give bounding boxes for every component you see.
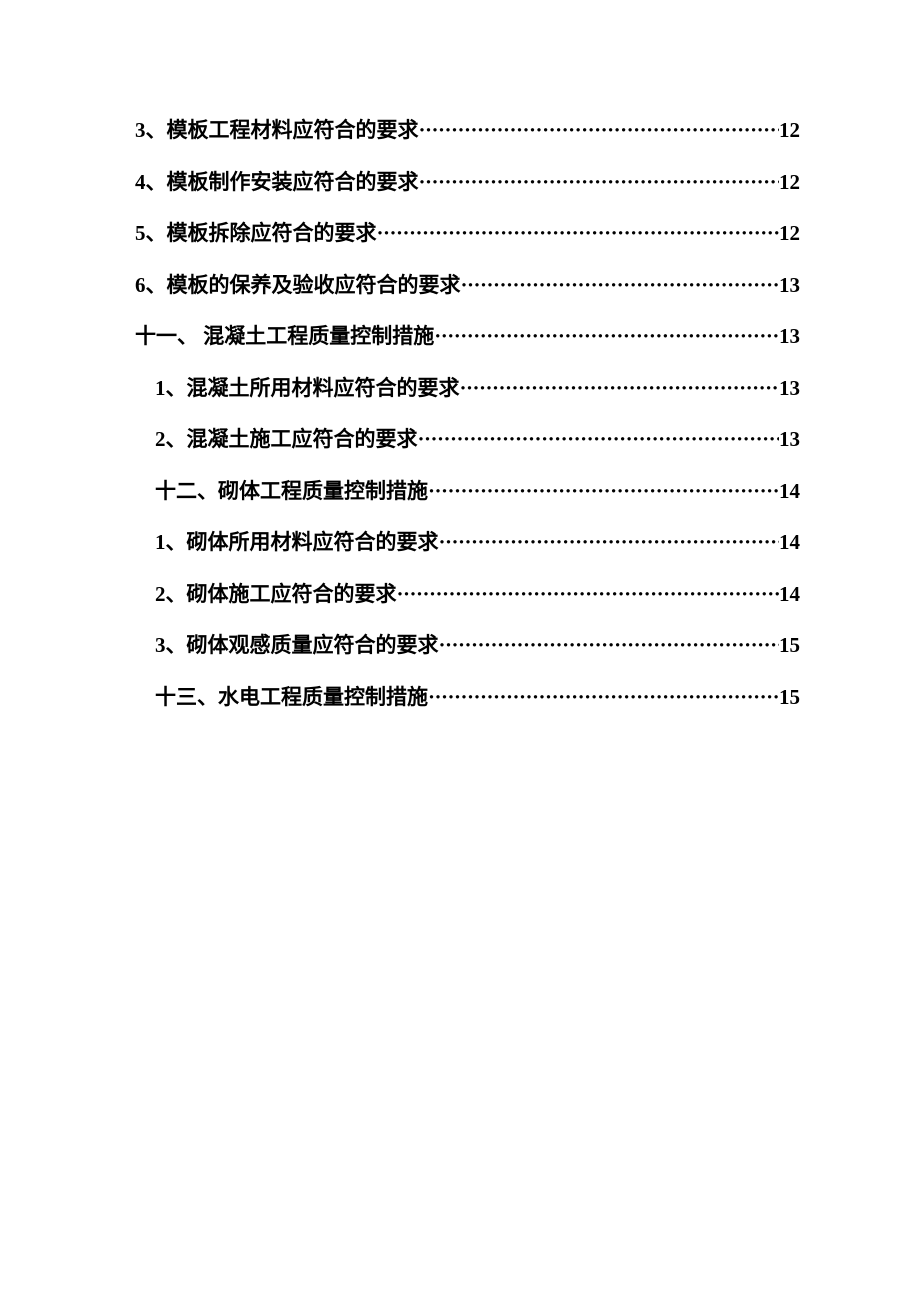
- toc-entry-text: 、混凝土施工应符合的要求: [166, 427, 418, 451]
- toc-entry-title: 5、模板拆除应符合的要求: [135, 218, 377, 250]
- toc-entry: 5、模板拆除应符合的要求 12: [135, 218, 800, 250]
- toc-entry-text: 、模板工程材料应符合的要求: [146, 118, 419, 142]
- toc-leader-dots: [460, 373, 780, 405]
- toc-leader-dots: [419, 167, 780, 199]
- toc-entry-text: 十二、砌体工程质量控制措施: [155, 479, 428, 503]
- toc-entry-page: 13: [779, 424, 800, 456]
- toc-entry: 6、模板的保养及验收应符合的要求 13: [135, 270, 800, 302]
- toc-entry-title: 十二、砌体工程质量控制措施: [155, 476, 428, 508]
- toc-entry-title: 4、模板制作安装应符合的要求: [135, 167, 419, 199]
- toc-entry-title: 2、混凝土施工应符合的要求: [155, 424, 418, 456]
- toc-entry-title: 2、砌体施工应符合的要求: [155, 579, 397, 611]
- toc-entry: 3、砌体观感质量应符合的要求 15: [135, 630, 800, 662]
- toc-leader-dots: [377, 218, 780, 250]
- toc-entry-text: 十三、水电工程质量控制措施: [155, 685, 428, 709]
- toc-entry-title: 十三、水电工程质量控制措施: [155, 682, 428, 714]
- toc-entry-text: 、模板拆除应符合的要求: [146, 221, 377, 245]
- toc-entry-number: 1: [155, 530, 166, 554]
- toc-entry-page: 15: [779, 630, 800, 662]
- toc-entry-text: 、砌体施工应符合的要求: [166, 582, 397, 606]
- toc-entry-text: 十一、 混凝土工程质量控制措施: [135, 324, 434, 348]
- toc-entry-page: 13: [779, 270, 800, 302]
- toc-entry-text: 、砌体所用材料应符合的要求: [166, 530, 439, 554]
- toc-entry-text: 、砌体观感质量应符合的要求: [166, 633, 439, 657]
- toc-entry-text: 、混凝土所用材料应符合的要求: [166, 376, 460, 400]
- toc-leader-dots: [397, 579, 780, 611]
- toc-entry-page: 14: [779, 527, 800, 559]
- toc-entry-page: 12: [779, 218, 800, 250]
- toc-entry-page: 12: [779, 167, 800, 199]
- toc-entry-page: 13: [779, 373, 800, 405]
- toc-entry: 4、模板制作安装应符合的要求 12: [135, 167, 800, 199]
- toc-entry-number: 5: [135, 221, 146, 245]
- toc-leader-dots: [428, 476, 779, 508]
- toc-entry-number: 2: [155, 582, 166, 606]
- toc-entry-number: 4: [135, 170, 146, 194]
- toc-entry: 3、模板工程材料应符合的要求 12: [135, 115, 800, 147]
- toc-entry-number: 6: [135, 273, 146, 297]
- toc-entry-text: 、模板的保养及验收应符合的要求: [146, 273, 461, 297]
- toc-entry-title: 3、模板工程材料应符合的要求: [135, 115, 419, 147]
- toc-entry: 十三、水电工程质量控制措施 15: [135, 682, 800, 714]
- toc-entry: 2、混凝土施工应符合的要求 13: [135, 424, 800, 456]
- toc-entry-number: 3: [155, 633, 166, 657]
- toc-leader-dots: [461, 270, 780, 302]
- toc-entry: 2、砌体施工应符合的要求 14: [135, 579, 800, 611]
- toc-entry-page: 15: [779, 682, 800, 714]
- toc-entry-title: 1、混凝土所用材料应符合的要求: [155, 373, 460, 405]
- toc-leader-dots: [434, 321, 779, 353]
- toc-entry-page: 13: [779, 321, 800, 353]
- toc-entry-number: 1: [155, 376, 166, 400]
- toc-entry: 十二、砌体工程质量控制措施 14: [135, 476, 800, 508]
- toc-entry-page: 14: [779, 579, 800, 611]
- toc-leader-dots: [418, 424, 780, 456]
- toc-entry: 1、混凝土所用材料应符合的要求 13: [135, 373, 800, 405]
- toc-leader-dots: [439, 527, 780, 559]
- toc-entry-title: 十一、 混凝土工程质量控制措施: [135, 321, 434, 353]
- toc-entry-number: 3: [135, 118, 146, 142]
- toc-entry-title: 3、砌体观感质量应符合的要求: [155, 630, 439, 662]
- toc-entry-number: 2: [155, 427, 166, 451]
- table-of-contents: 3、模板工程材料应符合的要求124、模板制作安装应符合的要求125、模板拆除应符…: [135, 115, 800, 713]
- toc-leader-dots: [428, 682, 779, 714]
- toc-entry-page: 14: [779, 476, 800, 508]
- toc-entry: 1、砌体所用材料应符合的要求 14: [135, 527, 800, 559]
- toc-entry-text: 、模板制作安装应符合的要求: [146, 170, 419, 194]
- toc-entry-title: 6、模板的保养及验收应符合的要求: [135, 270, 461, 302]
- toc-entry-title: 1、砌体所用材料应符合的要求: [155, 527, 439, 559]
- toc-entry-page: 12: [779, 115, 800, 147]
- toc-leader-dots: [419, 115, 780, 147]
- toc-entry: 十一、 混凝土工程质量控制措施 13: [135, 321, 800, 353]
- toc-leader-dots: [439, 630, 780, 662]
